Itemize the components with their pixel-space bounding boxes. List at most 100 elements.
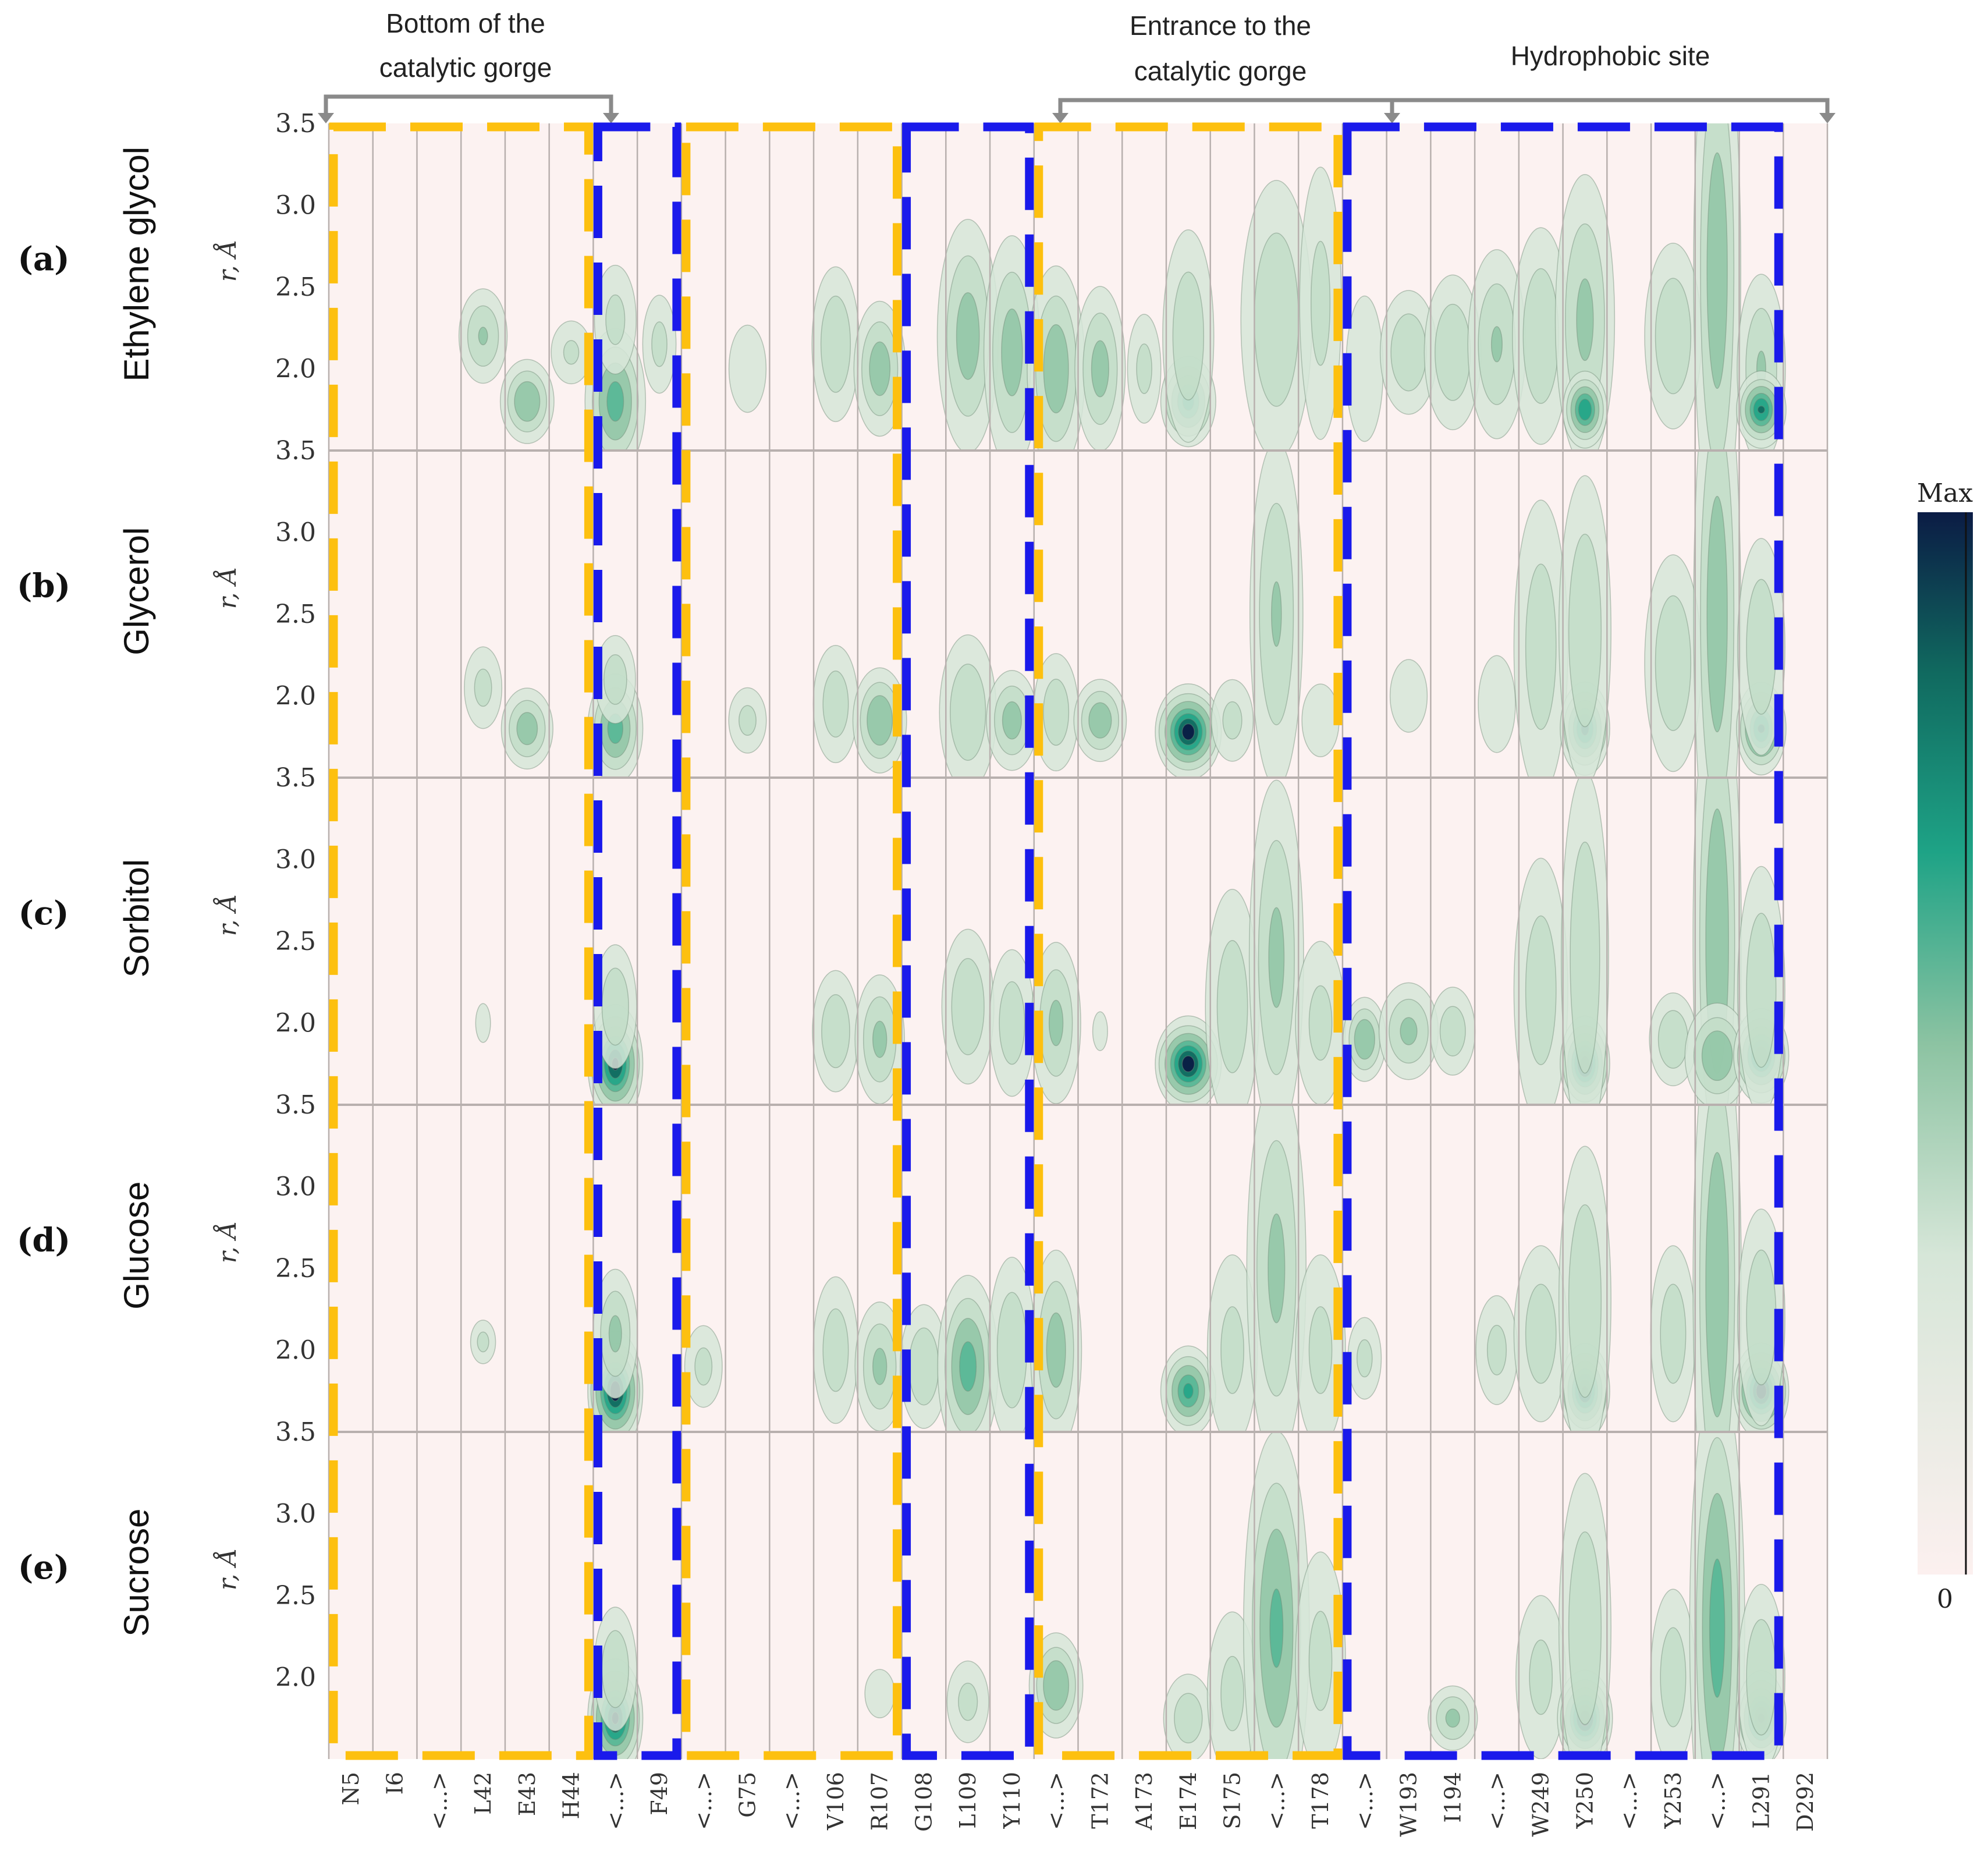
density-contour <box>1655 278 1692 395</box>
annotation-entrance-gorge: Entrance to the catalytic gorge <box>1052 10 1394 123</box>
density-contour <box>996 1292 1027 1409</box>
density-contour <box>1092 1011 1108 1051</box>
density-contour <box>951 958 985 1055</box>
group-boxes <box>329 122 1783 1760</box>
density-blob <box>1205 889 1260 1105</box>
colorbar: Max 0 <box>1917 478 1973 1614</box>
density-blob <box>500 687 553 770</box>
density-blob <box>593 944 637 1069</box>
x-tick-label: <...> <box>1616 1772 1642 1830</box>
y-axis-label: r, Å <box>212 567 242 609</box>
density-contour <box>1525 915 1557 1065</box>
density-contour <box>908 1327 939 1406</box>
panel-letter: (b) <box>17 567 70 605</box>
y-tick-label: 2.5 <box>275 927 316 956</box>
density-contour <box>1390 313 1427 392</box>
density-contour <box>1568 1531 1602 1725</box>
density-contour <box>1181 1055 1195 1073</box>
density-blob <box>941 928 995 1085</box>
density-contour <box>1308 985 1333 1061</box>
density-blob <box>1562 370 1608 449</box>
annotation-bottom-line2: catalytic gorge <box>379 52 552 83</box>
density-contour <box>1701 1030 1733 1081</box>
density-contour <box>1525 563 1557 730</box>
y-tick-label: 2.5 <box>275 1581 316 1611</box>
density-contour <box>1308 1611 1333 1711</box>
density-contour <box>1002 701 1022 740</box>
bracket-hydrophobic <box>1390 98 1830 121</box>
density-contour <box>950 664 986 761</box>
x-tick-label: H44 <box>559 1772 584 1820</box>
x-tick-label: A173 <box>1131 1772 1157 1831</box>
density-contour <box>608 1315 622 1353</box>
y-tick-label: 2.0 <box>275 1336 316 1366</box>
x-tick-label: W193 <box>1396 1772 1422 1837</box>
density-blob <box>1650 1588 1696 1759</box>
annotation-entrance-line2: catalytic gorge <box>1134 56 1307 86</box>
density-blob <box>1206 1254 1258 1432</box>
density-blob <box>1092 1011 1108 1051</box>
x-tick-label: <...> <box>1705 1772 1730 1830</box>
x-tick-label: D292 <box>1792 1772 1818 1832</box>
density-contour <box>1568 1204 1602 1398</box>
density-blob <box>1031 942 1081 1104</box>
density-contour <box>728 324 767 413</box>
density-contour <box>1271 581 1282 647</box>
density-blob <box>1423 274 1482 431</box>
density-blob <box>1737 1584 1785 1759</box>
density-contour <box>1174 1693 1203 1744</box>
density-blob <box>1073 679 1127 763</box>
y-tick-label: 3.5 <box>275 1090 316 1120</box>
density-blob <box>989 949 1035 1097</box>
density-blob <box>1155 1015 1222 1105</box>
x-tick-label: F49 <box>647 1772 672 1815</box>
density-contour <box>1576 278 1594 361</box>
x-tick-label: S175 <box>1220 1772 1245 1829</box>
density-blob <box>1295 941 1346 1105</box>
density-contour <box>956 292 980 380</box>
density-blob <box>1378 982 1439 1080</box>
density-contour <box>1308 1306 1333 1394</box>
y-tick-label: 2.5 <box>275 600 316 629</box>
density-blob <box>812 644 859 764</box>
density-blob <box>499 359 555 444</box>
density-contour <box>1746 1249 1777 1385</box>
x-tick-label: <...> <box>779 1772 804 1830</box>
density-blob <box>1644 554 1702 772</box>
density-contour <box>477 1331 489 1353</box>
density-blob <box>1295 1254 1346 1432</box>
density-contour <box>959 1341 977 1392</box>
density-blob <box>1033 653 1079 772</box>
density-contour <box>1709 1558 1726 1698</box>
density-contour <box>1216 940 1248 1073</box>
bracket-entrance-arrow-left <box>1052 113 1068 123</box>
density-blob <box>1389 659 1428 733</box>
density-blob <box>1243 1432 1310 1759</box>
density-blob <box>1478 655 1516 753</box>
density-contour <box>1268 907 1285 1008</box>
density-contour <box>1220 1655 1244 1732</box>
y-axis-label: r, Å <box>212 240 242 282</box>
density-blob <box>1379 290 1438 415</box>
density-contour <box>1435 303 1471 401</box>
density-contour <box>1046 1312 1066 1388</box>
density-contour <box>563 340 580 365</box>
density-contour <box>1301 683 1340 757</box>
x-tick-label: L291 <box>1748 1772 1774 1829</box>
group-box-yellow <box>681 122 902 1760</box>
x-tick-label: V106 <box>823 1772 849 1831</box>
annotation-entrance-line1: Entrance to the <box>1130 10 1311 41</box>
density-contour <box>1043 1660 1070 1711</box>
density-contour <box>514 381 541 422</box>
density-contour <box>1522 268 1559 404</box>
y-tick-label: 3.5 <box>275 763 316 793</box>
density-contour <box>694 1347 713 1386</box>
density-blob <box>1513 857 1568 1105</box>
density-contour <box>1356 1339 1373 1378</box>
density-contour <box>822 670 849 738</box>
x-tick-label: <...> <box>691 1772 716 1830</box>
density-blob <box>1030 1249 1082 1432</box>
density-blob <box>1692 1105 1742 1432</box>
density-contour <box>1088 702 1112 739</box>
density-blob <box>1558 1473 1611 1759</box>
